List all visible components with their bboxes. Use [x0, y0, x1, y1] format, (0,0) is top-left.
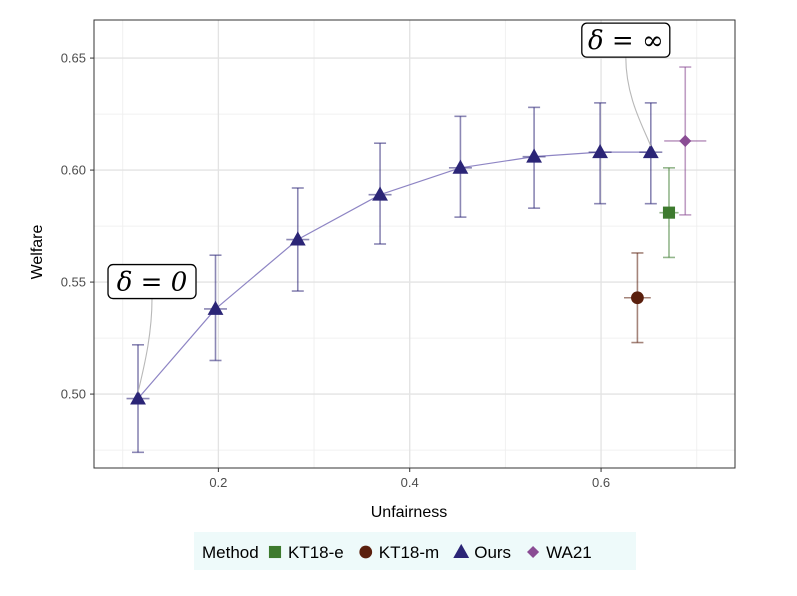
data-point-kt18-e — [662, 206, 676, 219]
data-point-wa21 — [679, 134, 692, 148]
legend-key-ours — [453, 543, 470, 558]
grid-minor-lines — [94, 20, 735, 468]
annotations: δ = 0 δ = ∞ — [107, 22, 671, 393]
data-markers — [130, 134, 692, 405]
annotation-box — [581, 22, 671, 58]
data-point-kt18-m — [631, 291, 644, 305]
legend: Method KT18-e KT18-m Ours WA21 — [194, 532, 636, 570]
x-axis-title: Unfairness — [371, 504, 447, 521]
legend-key-wa21 — [527, 545, 540, 559]
data-point-ours — [452, 159, 469, 174]
x-tick-label: 0.4 — [401, 475, 419, 490]
data-point-ours — [592, 143, 609, 159]
x-axis-ticks: 0.2 0.4 0.6 — [209, 468, 610, 490]
legend-label-kt18-m: KT18-m — [379, 543, 439, 562]
annotation-label: δ = ∞ — [588, 26, 664, 56]
annotation-label: δ = 0 — [117, 268, 188, 298]
legend-title: Method — [202, 543, 259, 562]
legend-key-kt18-m — [359, 545, 373, 559]
legend-label-ours: Ours — [474, 543, 511, 562]
legend-key-kt18-e — [268, 545, 282, 559]
data-point-ours — [372, 186, 388, 201]
legend-background — [194, 532, 636, 570]
x-tick-label: 0.2 — [209, 475, 227, 490]
legend-label-wa21: WA21 — [546, 543, 592, 562]
y-tick-label: 0.55 — [61, 275, 86, 290]
plot-panel-background — [94, 20, 735, 468]
plot-panel-border — [93, 19, 736, 469]
grid-major-lines — [94, 20, 735, 468]
annotation-leader-line — [625, 57, 652, 147]
data-point-ours — [289, 231, 306, 246]
data-point-ours — [642, 143, 659, 159]
x-tick-label: 0.6 — [592, 475, 610, 490]
annotation-delta-1: δ = ∞ — [581, 22, 671, 147]
y-axis-ticks: 0.50 0.55 0.60 0.65 — [61, 51, 94, 402]
data-point-ours — [526, 148, 543, 163]
annotation-leader-line — [137, 298, 153, 393]
data-point-ours — [130, 390, 146, 405]
annotation-delta-0: δ = 0 — [107, 263, 197, 393]
y-axis-title: Welfare — [29, 224, 46, 279]
annotation-box — [107, 263, 197, 300]
data-point-ours — [207, 300, 224, 315]
y-tick-label: 0.65 — [61, 51, 86, 66]
legend-items: KT18-e KT18-m Ours WA21 — [268, 543, 592, 562]
y-tick-label: 0.60 — [61, 163, 86, 178]
y-tick-label: 0.50 — [61, 387, 86, 402]
legend-label-kt18-e: KT18-e — [288, 543, 344, 562]
